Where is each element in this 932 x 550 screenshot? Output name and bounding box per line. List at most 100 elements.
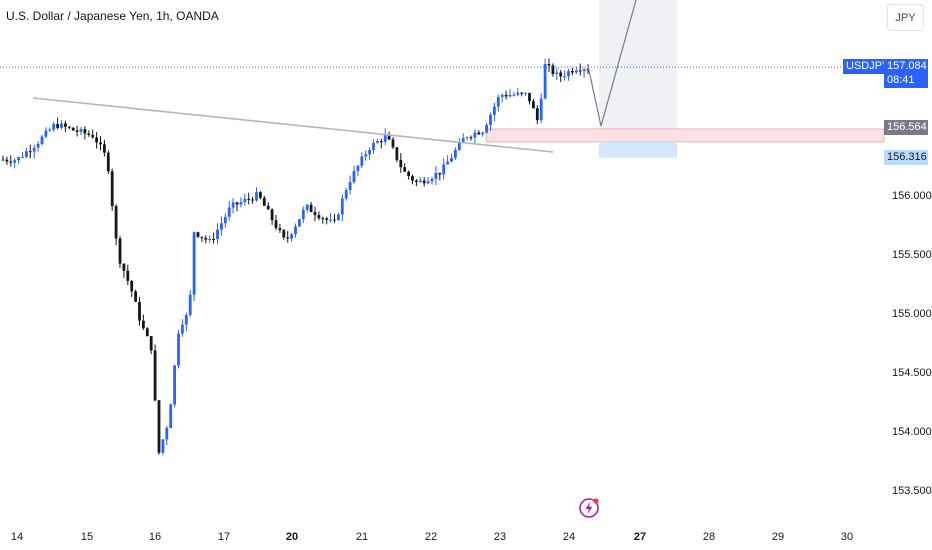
candle	[379, 138, 383, 149]
candle-body	[387, 134, 391, 140]
candle-body	[95, 137, 98, 143]
candle-body	[282, 230, 286, 238]
candle	[407, 170, 410, 180]
candle	[450, 153, 453, 163]
candle	[87, 130, 91, 137]
candle	[17, 156, 20, 164]
candle	[547, 58, 551, 73]
candle-body	[368, 149, 371, 155]
candle	[91, 129, 95, 139]
candle	[60, 120, 63, 130]
candle-body	[411, 176, 414, 181]
candle	[216, 223, 219, 244]
candle-body	[434, 172, 438, 179]
candle	[153, 344, 157, 402]
candle-body	[52, 124, 56, 130]
candle	[122, 263, 126, 278]
candle	[559, 69, 563, 83]
candle-body	[255, 192, 258, 201]
candle	[56, 117, 59, 130]
candle-body	[44, 130, 48, 137]
candle-body	[13, 160, 17, 163]
candle	[142, 314, 145, 330]
projection-box	[599, 0, 677, 129]
candle	[134, 289, 137, 303]
candle	[44, 127, 48, 139]
candle	[469, 135, 473, 141]
candle-body	[227, 207, 231, 217]
candle-body	[36, 143, 40, 148]
candle-body	[348, 182, 352, 191]
candle-body	[56, 124, 59, 128]
candle	[563, 70, 566, 81]
candle	[465, 136, 469, 141]
candle	[95, 132, 98, 149]
candle	[196, 231, 200, 239]
price-tick-label: 155.500	[892, 249, 932, 261]
candle	[169, 403, 173, 428]
target-price-label: 156.316	[884, 150, 928, 165]
candle-body	[578, 70, 582, 72]
candle-body	[122, 263, 126, 271]
currency-button[interactable]: JPY	[887, 4, 924, 31]
candle	[21, 152, 24, 159]
candle	[262, 195, 266, 206]
target-zone	[599, 141, 677, 158]
candle	[298, 219, 301, 227]
candle	[457, 137, 461, 151]
candle	[309, 201, 313, 213]
candle	[188, 290, 192, 317]
candle-body	[422, 180, 426, 184]
candle	[67, 125, 71, 130]
candle-body	[259, 192, 262, 198]
candle-body	[500, 94, 504, 97]
time-axis[interactable]: 14 15 16 17 20 21 22 23 24 27 28 29 30	[11, 531, 853, 543]
candle-body	[106, 152, 110, 172]
candle	[157, 399, 161, 455]
candle	[13, 158, 17, 169]
candle	[442, 158, 446, 180]
candle-body	[177, 333, 180, 366]
candle-body	[352, 170, 356, 183]
candle	[524, 92, 527, 96]
candle-body	[99, 142, 102, 145]
candle	[360, 152, 364, 169]
candle-body	[71, 127, 75, 131]
candle	[337, 212, 340, 221]
candle-body	[329, 219, 332, 221]
candle	[9, 155, 13, 167]
candle-body	[266, 205, 270, 210]
price-axis[interactable]: 156.000 155.500 155.000 154.500 154.000 153.5…	[892, 190, 932, 497]
candle-body	[40, 136, 44, 144]
time-tick-label: 14	[11, 531, 23, 543]
time-tick-label: 21	[356, 531, 368, 543]
candle	[192, 231, 196, 301]
candle-body	[231, 202, 235, 208]
candle	[103, 139, 106, 157]
candle-body	[489, 114, 492, 125]
candle	[313, 206, 317, 222]
candle-body	[114, 206, 118, 239]
candle-body	[524, 92, 527, 94]
candle-body	[309, 204, 313, 212]
time-tick-label: 24	[563, 531, 575, 543]
candle	[231, 197, 235, 214]
candle	[571, 67, 574, 76]
lightning-bolt-icon[interactable]	[578, 497, 600, 519]
candle	[321, 216, 325, 224]
candle	[220, 216, 223, 236]
candle-body	[235, 202, 239, 205]
candle-body	[142, 320, 145, 329]
candle-body	[204, 237, 208, 240]
candle-body	[118, 238, 122, 264]
candle-body	[212, 238, 215, 240]
candle-body	[313, 211, 317, 216]
candle	[161, 439, 165, 456]
candle	[539, 93, 543, 124]
candle	[415, 179, 418, 187]
candle-body	[442, 164, 446, 175]
candle	[305, 203, 309, 213]
candle-body	[83, 129, 87, 134]
